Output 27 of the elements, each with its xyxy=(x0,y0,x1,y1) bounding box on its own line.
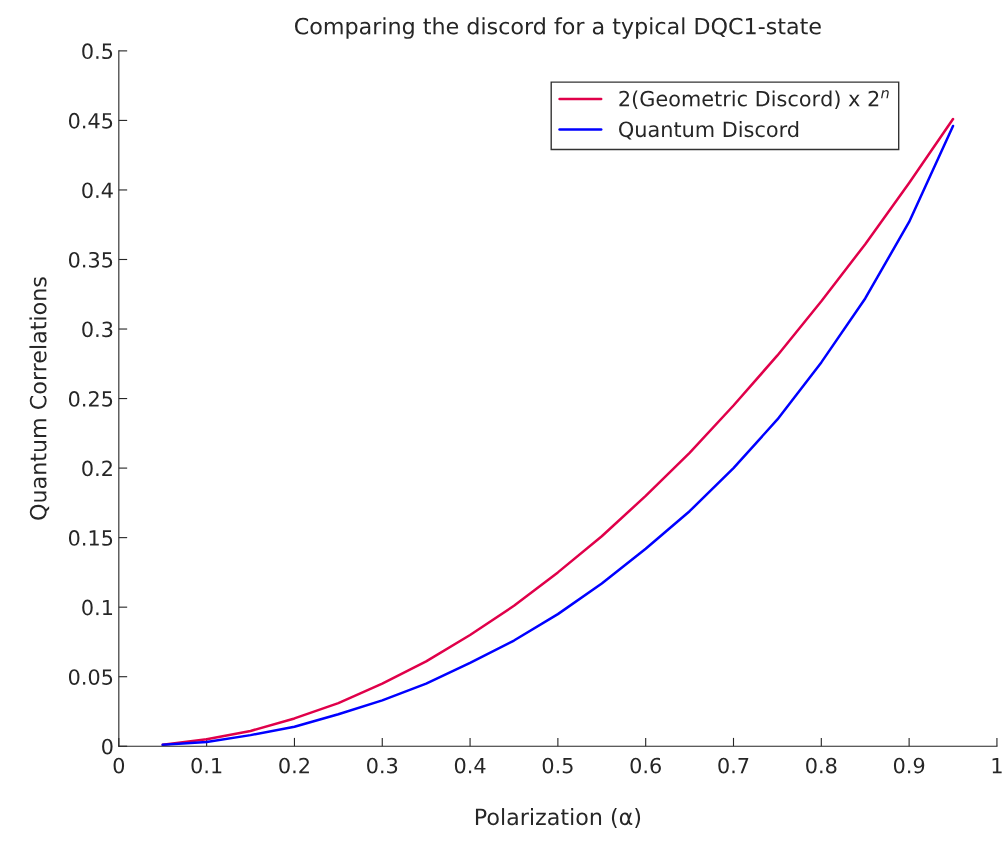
y-tick-label: 0.5 xyxy=(82,43,113,60)
y-tick-label: 0 xyxy=(102,738,113,755)
legend-label: 2(Geometric Discord) x 2$^{n}$ xyxy=(619,90,889,109)
y-axis-title: Quantum Correlations xyxy=(29,277,50,520)
x-tick-label: 0.5 xyxy=(542,757,573,774)
y-tick-label: 0.15 xyxy=(68,530,113,546)
x-tick-label: 0.2 xyxy=(279,757,309,774)
x-tick-label: 0.9 xyxy=(893,757,925,774)
x-tick-label: 0.7 xyxy=(718,757,749,774)
legend-label: Quantum Discord xyxy=(619,121,799,140)
x-axis-title: Polarization (α) xyxy=(475,808,641,828)
y-tick-label: 0.05 xyxy=(68,669,113,685)
y-tick-label: 0.1 xyxy=(82,599,113,616)
x-tick-label: 0.8 xyxy=(806,757,837,774)
x-tick-label: 0 xyxy=(113,757,125,774)
y-tick-label: 0.2 xyxy=(82,460,112,477)
x-tick-label: 0.4 xyxy=(454,757,486,774)
y-tick-label: 0.35 xyxy=(68,251,113,268)
y-tick-label: 0.25 xyxy=(68,391,113,407)
chart-title: Comparing the discord for a typical DQC1-state xyxy=(295,17,821,39)
x-tick-label: 1 xyxy=(992,757,1002,774)
y-tick-label: 0.3 xyxy=(82,321,113,338)
y-tick-label: 0.4 xyxy=(82,182,113,199)
x-tick-label: 0.6 xyxy=(630,757,661,774)
y-tick-label: 0.45 xyxy=(68,112,113,129)
x-tick-label: 0.3 xyxy=(367,757,398,774)
x-tick-label: 0.1 xyxy=(191,757,222,774)
